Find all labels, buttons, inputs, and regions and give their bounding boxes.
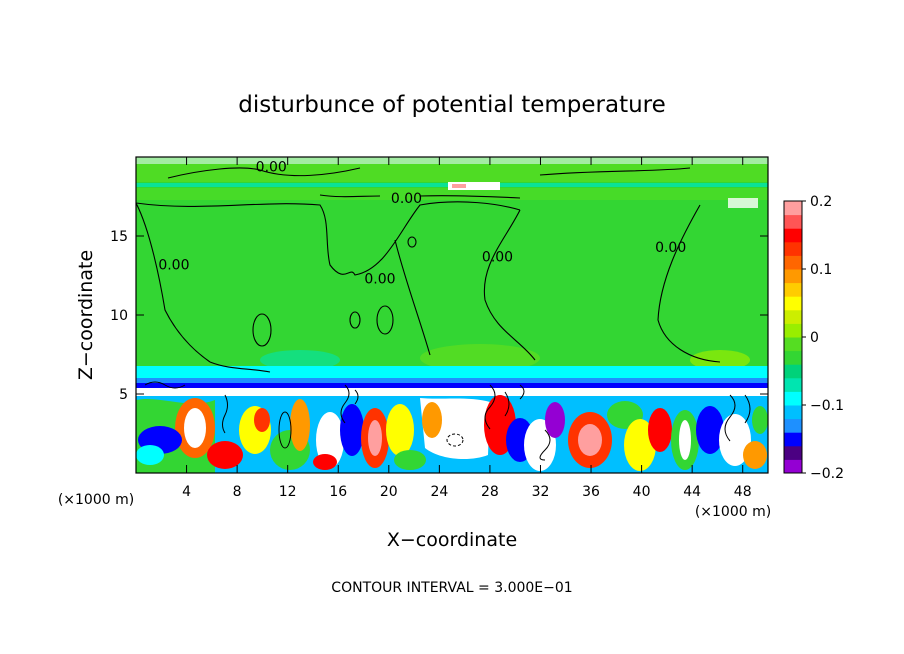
inversion-band-darkblue xyxy=(136,383,768,388)
colorbar-swatch xyxy=(784,241,802,256)
contour-labels: 0.00 0.00 0.00 0.00 0.00 0.00 xyxy=(158,159,686,287)
y-tick-label: 10 xyxy=(110,308,128,324)
colorbar-tick-label: 0.1 xyxy=(810,262,832,278)
x-axis-label: X−coordinate xyxy=(387,529,517,551)
colorbar-swatch xyxy=(784,377,802,392)
colorbar-swatch xyxy=(784,214,802,229)
colorbar-swatch xyxy=(784,391,802,406)
y-axis: 5 10 15 xyxy=(110,229,768,403)
colorbar-swatch xyxy=(784,282,802,297)
y-axis-label: Z−coordinate xyxy=(75,250,97,380)
top-noise-band xyxy=(136,157,768,164)
x-tick-label: 20 xyxy=(380,484,398,500)
x-tick-label: 8 xyxy=(233,484,242,500)
chart-title: disturbunce of potential temperature xyxy=(238,92,666,118)
x-unit-left: (×1000 m) xyxy=(58,492,134,508)
x-tick-label: 40 xyxy=(633,484,651,500)
contour-label: 0.00 xyxy=(391,191,422,207)
x-tick-label: 32 xyxy=(532,484,550,500)
colorbar-tick-label: −0.1 xyxy=(810,398,844,414)
colorbar-swatch xyxy=(784,459,802,474)
colorbar-swatch xyxy=(784,418,802,433)
contour-label: 0.00 xyxy=(482,250,513,266)
tropopause-band-lightgreen xyxy=(136,164,768,182)
mid-patch xyxy=(690,350,750,370)
mid-patch xyxy=(420,344,540,372)
x-tick-label: 28 xyxy=(481,484,499,500)
upper-feature xyxy=(728,198,758,208)
colorbar-swatch xyxy=(784,309,802,324)
y-tick-label: 15 xyxy=(110,229,128,245)
colorbar-swatch xyxy=(784,201,802,216)
upper-feature xyxy=(448,182,500,190)
mid-patch xyxy=(260,350,340,370)
colorbar-swatch xyxy=(784,405,802,420)
colorbar-swatch xyxy=(784,323,802,338)
contour-interval-note: CONTOUR INTERVAL = 3.000E−01 xyxy=(331,580,572,596)
x-tick-label: 16 xyxy=(329,484,347,500)
contour-label: 0.00 xyxy=(256,159,287,175)
x-tick-label: 36 xyxy=(582,484,600,500)
contour-label: 0.00 xyxy=(364,272,395,288)
colorbar-swatch xyxy=(784,255,802,270)
inversion-band-cyan xyxy=(136,366,768,378)
colorbar-tick-label: −0.2 xyxy=(810,466,844,482)
colorbar-swatch xyxy=(784,432,802,447)
boundary-layer-cells xyxy=(136,395,768,473)
colorbar-swatch xyxy=(784,337,802,352)
colorbar-swatch xyxy=(784,296,802,311)
colorbar-swatch xyxy=(784,445,802,460)
colorbar-swatch xyxy=(784,350,802,365)
x-tick-label: 4 xyxy=(182,484,191,500)
colorbar-tick-label: 0 xyxy=(810,330,819,346)
y-tick-label: 5 xyxy=(119,387,128,403)
contour-label: 0.00 xyxy=(655,240,686,256)
x-tick-label: 44 xyxy=(683,484,701,500)
colorbar-swatch xyxy=(784,364,802,379)
x-unit-right: (×1000 m) xyxy=(695,504,771,520)
inversion-band-white xyxy=(136,388,768,396)
zero-contours xyxy=(136,167,721,373)
x-tick-label: 12 xyxy=(279,484,297,500)
colorbar xyxy=(784,201,802,474)
contour-label: 0.00 xyxy=(158,257,189,273)
x-tick-label: 48 xyxy=(734,484,752,500)
colorbar-swatch xyxy=(784,228,802,243)
upper-feature xyxy=(452,184,466,188)
plot-area: 0.00 0.00 0.00 0.00 0.00 0.00 xyxy=(136,157,768,473)
x-tick-label: 24 xyxy=(430,484,448,500)
boundary-layer-contours xyxy=(144,381,751,461)
colorbar-tick-label: 0.2 xyxy=(810,194,832,210)
x-axis: 4 8 12 16 20 24 28 32 36 40 44 48 xyxy=(182,157,752,500)
colorbar-ticks: 0.2 0.1 0 −0.1 −0.2 xyxy=(802,194,844,482)
tropopause-band-lightgreen-2 xyxy=(136,188,768,200)
colorbar-swatch xyxy=(784,269,802,284)
inversion-band-blue xyxy=(136,378,768,384)
